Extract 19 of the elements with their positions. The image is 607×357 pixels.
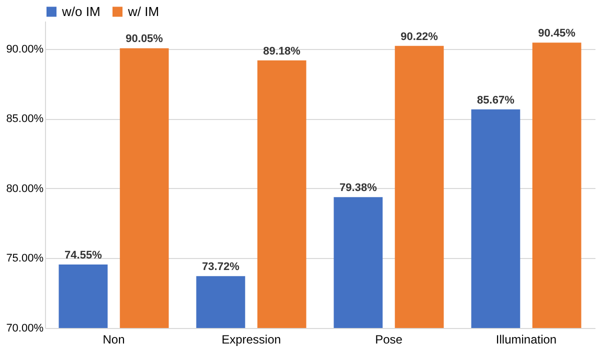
data-label: 73.72% [202,261,240,274]
data-label: 90.05% [126,33,164,46]
y-tick-label: 90.00% [6,43,44,56]
y-tick-label: 75.00% [6,252,44,265]
data-label: 74.55% [64,250,102,262]
y-tick-label: 80.00% [6,182,44,195]
data-label: 90.45% [538,28,576,40]
legend-label: w/ IM [127,4,160,19]
x-tick-label: Illumination [496,332,557,346]
y-tick-label: 85.00% [6,113,44,126]
x-tick-label: Non [102,332,125,346]
x-tick-label: Expression [222,332,281,346]
data-label: 85.67% [477,94,515,106]
data-label: 89.18% [263,45,301,58]
data-label: 79.38% [340,182,378,194]
legend-label: w/o IM [61,4,100,19]
x-tick-label: Pose [375,332,403,346]
y-tick-label: 70.00% [6,322,44,334]
data-label: 90.22% [400,30,438,43]
